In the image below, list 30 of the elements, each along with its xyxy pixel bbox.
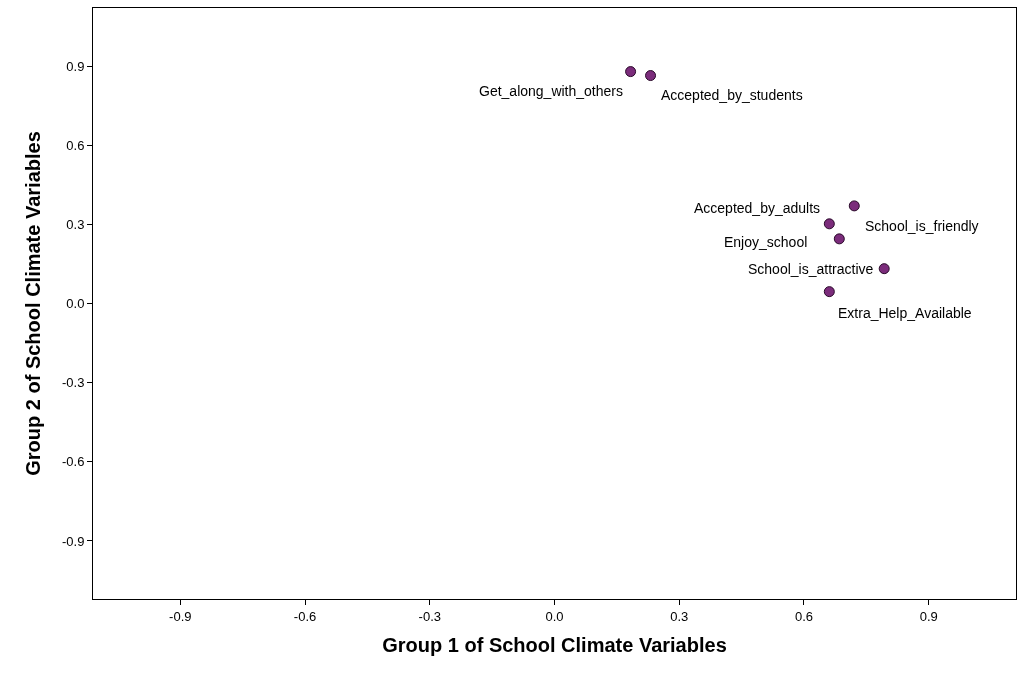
annotation: Accepted_by_adults [694,200,821,216]
y-tick-label: 0.0 [66,296,85,312]
y-tick-label: -0.9 [61,533,85,549]
x-axis-title: Group 1 of School Climate Variables [382,634,727,657]
y-axis-title: Group 2 of School Climate Variables [22,131,45,476]
point [878,263,890,275]
annotation: School_is_friendly [865,218,979,234]
x-tick-label: 0.3 [670,608,689,624]
annotation: School_is_attractive [748,261,874,277]
x-tick-label: 0.6 [794,608,813,624]
y-tick-label: -0.3 [61,375,85,391]
x-tick-label: -0.9 [169,608,192,624]
x-tick-label: 0.9 [919,608,938,624]
point [848,200,860,212]
x-tick-label: -0.3 [418,608,441,624]
annotation: Enjoy_school [724,234,808,250]
annotation: Accepted_by_students [661,87,803,103]
point [823,286,835,298]
annotation: Extra_Help_Available [838,305,972,321]
y-tick-label: -0.6 [61,454,85,470]
y-tick-label: 0.3 [66,216,85,232]
annotation: Get_along_with_others [479,83,623,99]
point [833,233,845,245]
x-tick-label: 0.0 [545,608,564,624]
point [625,66,637,78]
point [645,70,657,82]
y-tick-label: 0.9 [66,58,85,74]
point [823,218,835,230]
x-tick-label: -0.6 [293,608,317,624]
y-tick-label: 0.6 [66,137,85,153]
